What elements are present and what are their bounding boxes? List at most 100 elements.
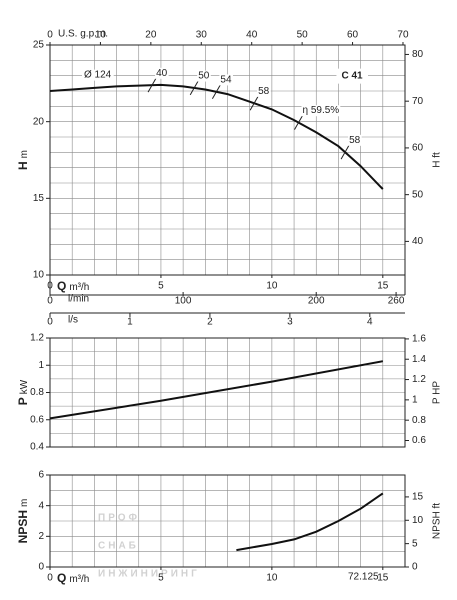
y-axis-label-symbol: H xyxy=(16,161,30,170)
x-tick-label: 5 xyxy=(158,281,164,292)
label-bg xyxy=(348,134,362,146)
top-tick-label: 60 xyxy=(347,30,359,41)
y-tick-label: 25 xyxy=(33,40,45,51)
top-tick-label: 20 xyxy=(145,30,157,41)
top-tick-label: 0 xyxy=(47,30,53,41)
label-bg xyxy=(155,67,169,79)
y-tick-label: 0.8 xyxy=(30,387,44,398)
top-tick-label: 40 xyxy=(246,30,258,41)
y2-tick-label: 40 xyxy=(412,236,424,247)
label-bg xyxy=(197,70,211,82)
efficiency-label: η 59.5% xyxy=(303,105,340,116)
y2-axis-label: H ft xyxy=(432,152,443,168)
title-bg xyxy=(336,68,368,84)
y-tick-label: 1.2 xyxy=(30,333,44,344)
y-axis-label-unit: m xyxy=(19,499,30,507)
y-axis-label: Hm xyxy=(16,150,30,170)
top-tick-label: 10 xyxy=(95,30,107,41)
y2-tick-label: 0 xyxy=(412,562,418,573)
y2-tick-label: 15 xyxy=(412,492,424,503)
y2-tick-label: 0.8 xyxy=(412,415,426,426)
y-tick-label: 1 xyxy=(38,360,44,371)
flow-axis-label: l/s xyxy=(68,315,78,326)
flow-tick-label: 3 xyxy=(287,317,293,328)
flow-tick-label: 200 xyxy=(308,296,325,307)
y-tick-label: 0.6 xyxy=(30,414,44,425)
y2-tick-label: 50 xyxy=(412,189,424,200)
x-axis-label-symbol: Q xyxy=(57,279,66,293)
flow-tick-label: 2 xyxy=(207,317,213,328)
efficiency-mark xyxy=(294,115,303,130)
efficiency-mark xyxy=(211,84,221,100)
efficiency-label: 58 xyxy=(258,86,270,97)
x-tick-label: 0 xyxy=(47,573,53,584)
y2-tick-label: 1 xyxy=(412,395,418,406)
label-bg xyxy=(219,74,233,86)
flow-tick-label: 1 xyxy=(127,317,133,328)
y-tick-label: 4 xyxy=(38,500,44,511)
y-tick-label: 2 xyxy=(38,531,44,542)
x-tick-label: 15 xyxy=(377,281,389,292)
y-tick-label: 15 xyxy=(33,193,45,204)
y-axis-label-symbol: P xyxy=(16,397,30,405)
efficiency-label: 40 xyxy=(156,68,168,79)
efficiency-label: 54 xyxy=(220,74,232,85)
efficiency-label: 50 xyxy=(198,71,210,82)
y2-tick-label: 5 xyxy=(412,538,418,549)
x-tick-label: 10 xyxy=(266,281,278,292)
y-tick-label: 20 xyxy=(33,116,45,127)
plot-frame xyxy=(49,44,406,276)
watermark: ПРОФ xyxy=(98,513,140,524)
flow-tick-label: 0 xyxy=(47,317,53,328)
watermark: ИНЖИНИРИНГ xyxy=(98,569,200,580)
watermark: СНАБ xyxy=(98,541,139,552)
efficiency-label: 58 xyxy=(349,135,361,146)
curve xyxy=(49,360,383,420)
y-axis-label-symbol: NPSH xyxy=(16,510,30,543)
x-tick-label: 15 xyxy=(377,573,389,584)
y2-axis-label: NPSH ft xyxy=(432,503,443,539)
y2-tick-label: 80 xyxy=(412,49,424,60)
x-tick-label: 5 xyxy=(158,573,164,584)
plot-frame xyxy=(49,474,406,568)
efficiency-mark xyxy=(340,144,350,160)
flow-tick-label: 0 xyxy=(47,296,53,307)
y-tick-label: 6 xyxy=(38,470,44,481)
y2-tick-label: 1.6 xyxy=(412,334,426,345)
label-bg xyxy=(257,85,271,97)
flow-tick-label: 4 xyxy=(367,317,373,328)
label-bg xyxy=(82,69,114,81)
y-tick-label: 10 xyxy=(33,270,45,281)
efficiency-mark xyxy=(147,77,157,93)
efficiency-mark xyxy=(189,80,199,96)
label-bg xyxy=(301,105,341,117)
y-axis-label: PkW xyxy=(16,379,30,405)
chart-title: C 41 xyxy=(341,71,363,82)
top-tick-label: 30 xyxy=(196,30,208,41)
y2-tick-label: 1.2 xyxy=(412,374,426,385)
top-tick-label: 70 xyxy=(397,30,409,41)
drawing-number: 72.125 xyxy=(348,572,379,583)
y-axis-label-unit: kW xyxy=(19,379,30,394)
x-tick-label: 10 xyxy=(266,573,278,584)
y2-tick-label: 1.4 xyxy=(412,354,426,365)
x-axis-label-symbol: Q xyxy=(57,571,66,585)
y-tick-label: 0 xyxy=(38,562,44,573)
curve xyxy=(236,492,384,552)
y2-axis-label: P HP xyxy=(432,381,443,404)
y2-tick-label: 10 xyxy=(412,515,424,526)
y2-tick-label: 60 xyxy=(412,143,424,154)
y-axis-label: NPSH m xyxy=(16,499,30,544)
x-axis-label-unit: m³/h xyxy=(69,282,89,293)
y2-tick-label: 0.6 xyxy=(412,435,426,446)
x-axis-label-unit: m³/h xyxy=(69,574,89,585)
curve-label: Ø 124 xyxy=(84,70,112,81)
y-axis-label-unit: m xyxy=(19,150,30,158)
flow-tick-label: 260 xyxy=(388,296,405,307)
top-axis-label: U.S. g.p.m. xyxy=(58,29,108,40)
efficiency-mark xyxy=(249,96,259,111)
